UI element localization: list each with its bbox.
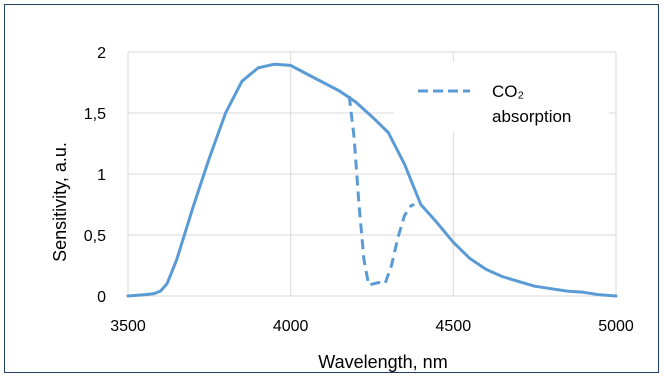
series-layer: [126, 62, 618, 298]
y-tick-label: 1: [97, 167, 106, 184]
y-tick-label: 2: [97, 45, 106, 62]
x-tick-label: 4000: [273, 318, 309, 335]
y-tick-label: 1,5: [84, 106, 106, 123]
y-tick-label: 0: [97, 289, 106, 306]
y-axis-title: Sensitivity, a.u.: [50, 142, 70, 262]
y-tick-labels: 0 0,5 1 1,5 2: [84, 45, 106, 306]
x-tick-labels: 3500 4000 4500 5000: [110, 318, 634, 335]
y-tick-label: 0,5: [84, 228, 106, 245]
grid: [127, 51, 617, 297]
series-line-co2-absorption: [347, 95, 415, 287]
series-line-sensitivity: [126, 62, 618, 298]
legend-label-line1: CO₂: [492, 82, 524, 101]
x-tick-label: 5000: [598, 318, 634, 335]
legend-box: [394, 62, 609, 132]
legend-label-line2: absorption: [492, 107, 571, 126]
x-tick-label: 3500: [110, 318, 146, 335]
x-axis-title: Wavelength, nm: [318, 352, 447, 372]
x-tick-label: 4500: [436, 318, 472, 335]
legend: CO₂ absorption: [394, 62, 609, 132]
